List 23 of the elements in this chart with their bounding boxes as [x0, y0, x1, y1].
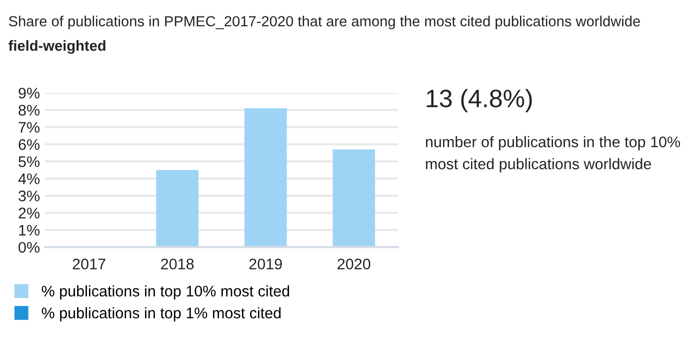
x-tick-label: 2019: [249, 258, 282, 270]
y-tick-label: 0%: [18, 242, 40, 253]
y-tick-label: 5%: [18, 156, 40, 168]
legend-label: % publications in top 10% most cited: [42, 285, 290, 300]
text: number of publications in the top 10% most cited publications worldwide: [426, 136, 680, 172]
x-tick-label: 2020: [338, 258, 370, 270]
legend-label: % publications in top 1% most cited: [42, 307, 281, 322]
bar: [244, 108, 287, 248]
y-tick-label: 1%: [19, 224, 40, 236]
x-tick-label: 2018: [161, 258, 194, 270]
bar: [332, 149, 376, 248]
y-tick-label: 4%: [18, 173, 40, 184]
y-tick-label: 9%: [18, 88, 40, 99]
bar: [156, 170, 199, 248]
chart-title: Share of publications in PPMEC_2017-2020 that are among the most cited publications worldwide: [8, 16, 640, 30]
y-tick-label: 3%: [18, 190, 40, 202]
y-tick-label: 2%: [18, 208, 40, 218]
y-tick-label: 7%: [18, 122, 40, 133]
text: 13 (4.8%): [426, 88, 532, 112]
x-tick-label: 2017: [72, 258, 106, 270]
y-tick-label: 8%: [18, 104, 40, 116]
y-tick-label: 6%: [18, 139, 40, 150]
chart-subtitle: field-weighted: [8, 40, 106, 54]
